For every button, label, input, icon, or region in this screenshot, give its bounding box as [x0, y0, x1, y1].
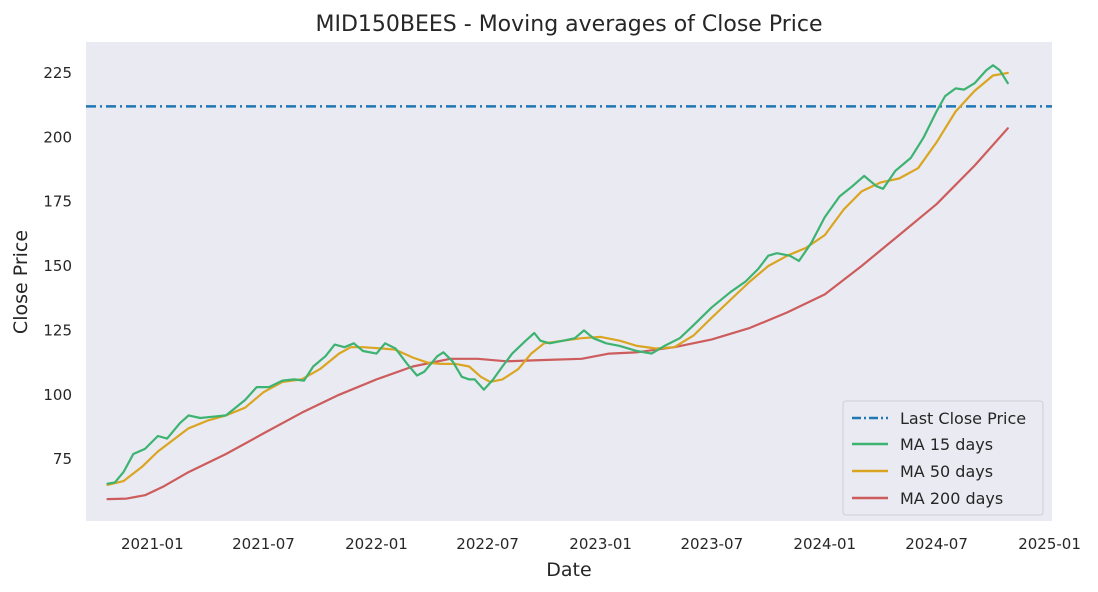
- x-tick-label: 2023-01: [569, 535, 632, 553]
- y-axis-title: Close Price: [10, 230, 32, 334]
- y-tick-labels: 75 100 125 150 175 200 225: [43, 64, 72, 468]
- y-tick-label: 200: [43, 128, 72, 146]
- series-line-ma-15-days: [106, 64, 1009, 485]
- series-line-ma-50-days: [106, 71, 1009, 486]
- y-tick-label: 225: [43, 64, 72, 82]
- chart-title: MID150BEES - Moving averages of Close Pr…: [316, 12, 823, 37]
- y-tick-label: 175: [43, 193, 72, 211]
- x-tick-label: 2023-07: [680, 535, 743, 553]
- y-tick-label: 75: [53, 450, 72, 468]
- x-axis-title: Date: [546, 559, 591, 581]
- x-tick-label: 2022-01: [345, 535, 408, 553]
- legend-label-ma50: MA 50 days: [900, 462, 993, 481]
- series-layer: [106, 64, 1009, 501]
- legend-box: [842, 400, 1044, 516]
- y-tick-label: 150: [43, 257, 72, 275]
- y-tick-label: 125: [43, 321, 72, 339]
- x-tick-label: 2022-07: [456, 535, 519, 553]
- y-tick-label: 100: [43, 386, 72, 404]
- x-tick-label: 2024-07: [905, 535, 968, 553]
- x-tick-label: 2025-01: [1018, 535, 1081, 553]
- legend: Last Close Price MA 15 days MA 50 days M…: [842, 400, 1044, 516]
- legend-label-ma200: MA 200 days: [900, 489, 1003, 508]
- x-tick-label: 2021-07: [232, 535, 295, 553]
- x-tick-label: 2024-01: [793, 535, 856, 553]
- legend-label-ma15: MA 15 days: [900, 435, 993, 454]
- legend-label-last-close: Last Close Price: [900, 409, 1026, 428]
- x-tick-labels: 2021-01 2021-07 2022-01 2022-07 2023-01 2023-…: [121, 535, 1081, 553]
- x-tick-label: 2021-01: [121, 535, 184, 553]
